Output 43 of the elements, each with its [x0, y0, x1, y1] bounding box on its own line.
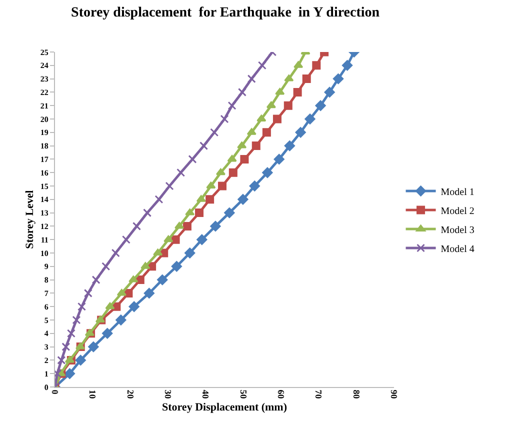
y-tick-label: 15 — [40, 182, 48, 191]
x-axis-title: Storey Displacement (mm) — [162, 402, 288, 414]
y-tick-label: 9 — [44, 262, 48, 272]
y-axis-title: Storey Level — [24, 190, 36, 249]
y-tick-label: 2 — [44, 356, 48, 365]
y-tick-label: 18 — [40, 142, 48, 151]
x-tick-label: 60 — [276, 390, 286, 400]
x-tick-label: 80 — [351, 390, 362, 400]
y-tick-label: 1 — [44, 369, 48, 378]
x-tick-label: 10 — [88, 390, 98, 400]
chart-title: Storey displacement for Earthquake in Y direction — [71, 5, 380, 20]
y-tick-label: 6 — [44, 302, 48, 312]
y-tick-label: 16 — [40, 168, 48, 178]
x-tick-label: 50 — [238, 390, 248, 400]
y-tick-label: 21 — [40, 101, 48, 110]
y-tick-label: 20 — [40, 114, 48, 124]
legend-label: Model 3 — [440, 224, 474, 236]
y-tick-label: 12 — [40, 222, 48, 231]
y-tick-label: 4 — [44, 329, 48, 338]
y-tick-label: 3 — [44, 342, 48, 352]
y-tick-label: 25 — [40, 48, 48, 57]
y-tick-label: 8 — [44, 276, 48, 285]
y-tick-label: 23 — [40, 74, 48, 84]
x-tick-label: 30 — [163, 390, 174, 400]
y-tick-label: 13 — [40, 208, 48, 218]
y-tick-label: 19 — [40, 128, 48, 138]
legend-label: Model 1 — [440, 186, 474, 198]
y-tick-label: 17 — [40, 155, 48, 164]
y-tick-label: 24 — [40, 61, 48, 70]
x-tick-label: 20 — [125, 390, 136, 400]
y-tick-label: 7 — [44, 289, 48, 298]
y-tick-label: 10 — [40, 248, 48, 258]
x-tick-label: 0 — [50, 390, 60, 395]
legend-label: Model 4 — [440, 244, 474, 255]
y-tick-label: 22 — [40, 88, 48, 97]
x-tick-label: 90 — [389, 390, 400, 400]
y-tick-label: 0 — [44, 382, 48, 392]
y-tick-label: 11 — [40, 235, 48, 244]
y-tick-label: 14 — [40, 195, 48, 204]
x-tick-label: 70 — [314, 390, 324, 400]
y-tick-label: 5 — [44, 316, 48, 325]
legend-label: Model 2 — [440, 206, 474, 217]
x-tick-label: 40 — [200, 390, 211, 400]
